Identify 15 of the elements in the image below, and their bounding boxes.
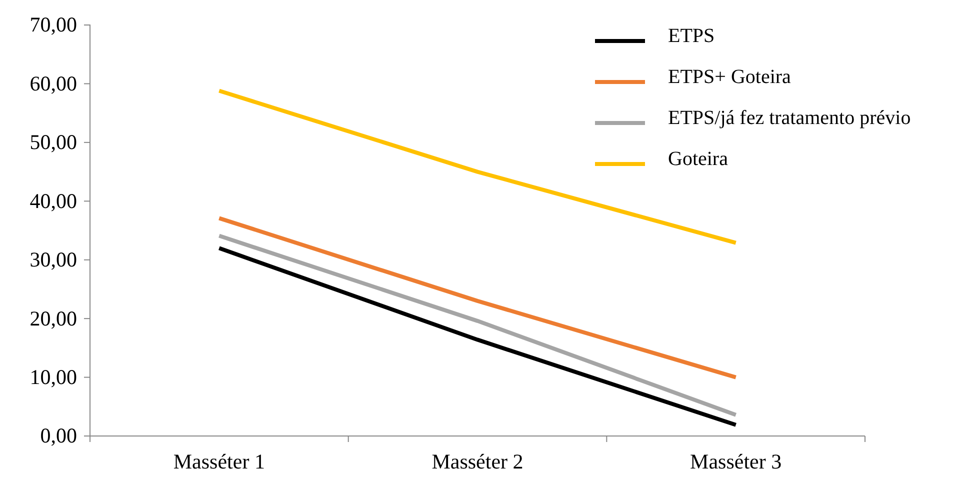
y-tick-label: 30,00 — [30, 248, 77, 272]
x-tick-label: Masséter 1 — [173, 449, 265, 474]
y-tick-label: 40,00 — [30, 188, 77, 213]
y-tick-label: 20,00 — [30, 306, 77, 330]
legend-label: ETPS — [668, 25, 715, 47]
x-tick-label: Masséter 2 — [432, 449, 524, 474]
y-tick-label: 60,00 — [30, 71, 77, 96]
y-tick-label: 50,00 — [30, 130, 77, 154]
x-tick-label: Masséter 3 — [690, 449, 782, 474]
y-tick-label: 0,00 — [40, 424, 77, 448]
legend-label: ETPS+ Goteira — [668, 66, 792, 88]
legend-label: ETPS/já fez tratamento prévio — [668, 107, 911, 129]
y-tick-label: 70,00 — [30, 12, 77, 37]
y-tick-label: 10,00 — [30, 365, 77, 390]
legend-label: Goteira — [668, 148, 728, 170]
